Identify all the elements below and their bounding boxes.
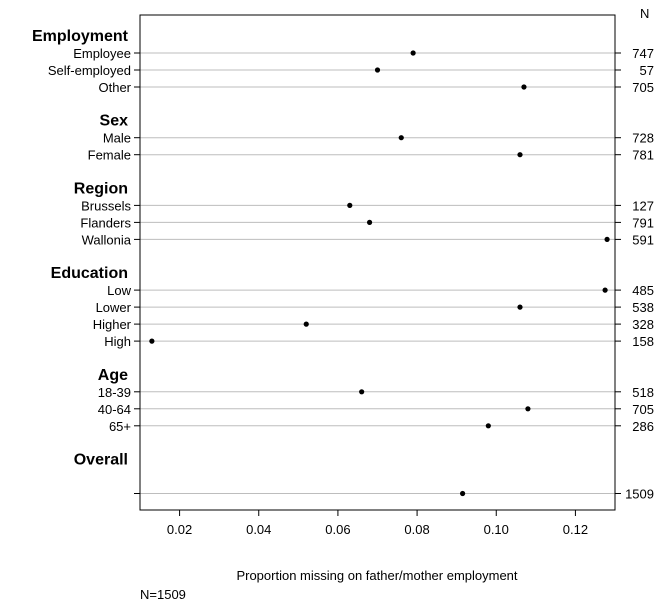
group-heading: Overall bbox=[74, 452, 128, 469]
sample-size-note: N=1509 bbox=[140, 587, 186, 602]
x-tick-label: 0.08 bbox=[404, 522, 429, 537]
x-tick-label: 0.06 bbox=[325, 522, 350, 537]
x-tick-label: 0.12 bbox=[563, 522, 588, 537]
row-n-value: 747 bbox=[632, 46, 654, 61]
data-point bbox=[410, 50, 416, 56]
row-n-value: 1509 bbox=[625, 487, 654, 502]
group-heading: Employment bbox=[32, 28, 129, 45]
data-point bbox=[517, 304, 523, 310]
plot-frame bbox=[139, 14, 616, 511]
row-n-value: 728 bbox=[632, 131, 654, 146]
row-label: Low bbox=[107, 283, 131, 298]
row-n-value: 158 bbox=[632, 334, 654, 349]
row-label: Male bbox=[103, 131, 131, 146]
row-n-value: 791 bbox=[632, 215, 654, 230]
group-heading: Age bbox=[98, 367, 128, 384]
row-label: Wallonia bbox=[82, 232, 132, 247]
x-axis-title: Proportion missing on father/mother empl… bbox=[236, 568, 517, 583]
row-label: Female bbox=[88, 148, 131, 163]
row-label: High bbox=[104, 334, 131, 349]
group-heading: Region bbox=[74, 180, 128, 197]
data-point bbox=[460, 490, 466, 497]
row-n-value: 705 bbox=[632, 80, 654, 95]
row-n-value: 57 bbox=[640, 63, 654, 78]
row-n-value: 485 bbox=[632, 283, 654, 298]
row-label: Higher bbox=[93, 317, 132, 332]
x-tick-label: 0.10 bbox=[484, 522, 509, 537]
data-point bbox=[374, 67, 381, 73]
x-tick-label: 0.02 bbox=[167, 522, 192, 537]
row-n-value: 781 bbox=[632, 148, 654, 163]
row-label: Employee bbox=[73, 46, 131, 61]
x-axis: 0.02 0.04 0.06 0.08 0.10 0.12 bbox=[167, 510, 588, 537]
row-n-value: 518 bbox=[632, 385, 654, 400]
row-n-value: 705 bbox=[632, 402, 654, 417]
row-n-value: 591 bbox=[632, 232, 654, 247]
data-point bbox=[604, 236, 610, 242]
data-point bbox=[521, 84, 527, 90]
data-point bbox=[398, 135, 404, 141]
row-label: Self-employed bbox=[48, 63, 131, 78]
data-point bbox=[347, 202, 353, 208]
data-point bbox=[602, 287, 608, 293]
row-label: 18-39 bbox=[98, 385, 131, 400]
data-point bbox=[366, 219, 373, 225]
row-label: Brussels bbox=[81, 198, 131, 213]
group-heading: Education bbox=[51, 265, 128, 282]
row-label: 65+ bbox=[109, 419, 131, 434]
row-label: Lower bbox=[96, 300, 132, 315]
data-point bbox=[485, 423, 491, 429]
data-point bbox=[303, 321, 309, 327]
row-label: Flanders bbox=[80, 215, 131, 230]
row-n-value: 286 bbox=[632, 419, 654, 434]
data-point bbox=[517, 152, 523, 158]
row-label: Other bbox=[98, 80, 131, 95]
data-point bbox=[525, 406, 531, 412]
data-point bbox=[359, 389, 365, 395]
x-tick-label: 0.04 bbox=[246, 522, 271, 537]
row-n-value: 127 bbox=[632, 198, 654, 213]
n-column-header: N bbox=[640, 6, 649, 21]
row-n-value: 538 bbox=[632, 300, 654, 315]
row-n-value: 328 bbox=[632, 317, 654, 332]
gridlines bbox=[140, 52, 615, 494]
data-point bbox=[149, 338, 155, 344]
group-heading: Sex bbox=[100, 113, 129, 130]
row-label: 40-64 bbox=[98, 402, 131, 417]
